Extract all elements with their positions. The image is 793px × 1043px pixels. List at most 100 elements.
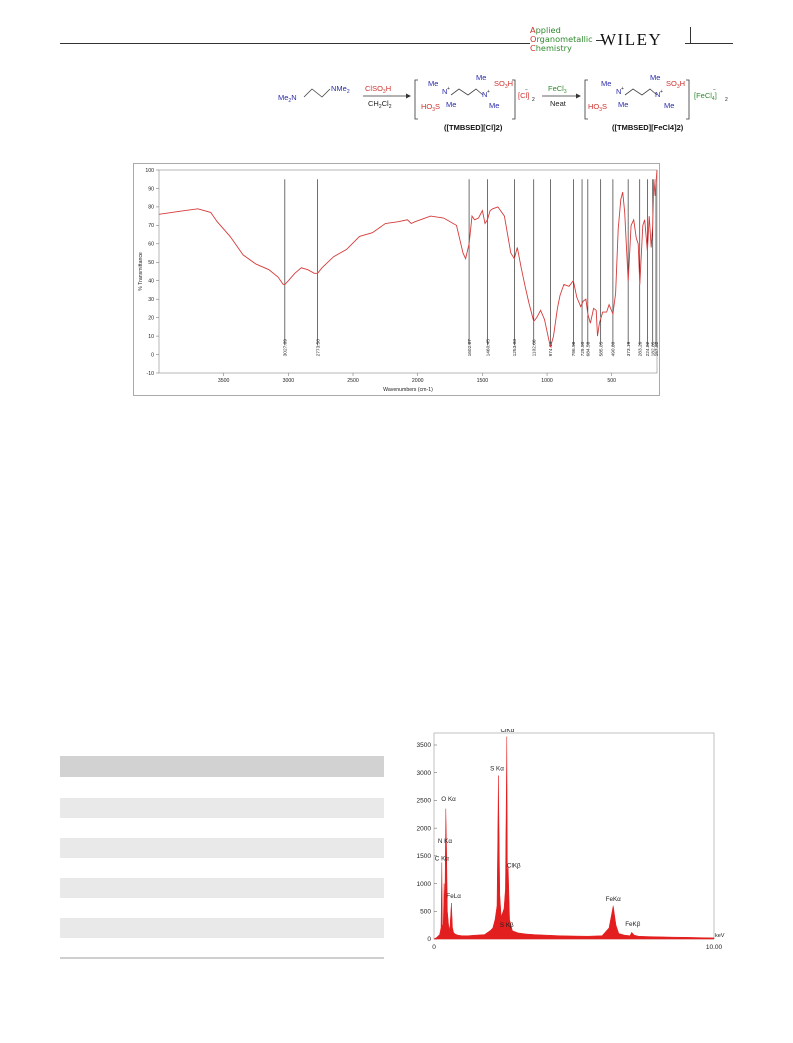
table-bottom-rule [60, 957, 384, 959]
product-structure: Me N + HO3S Me N + Me SO3H Me [FeCl4] − 2 … [584, 73, 728, 132]
ir-plot-area [158, 169, 658, 374]
ir-peak-label: 490.80 [611, 341, 617, 356]
ir-x-tick-label: 1000 [541, 378, 553, 384]
edx-spectrum-chart: 0 500 1000 1500 2000 2500 3000 3500 0 10.00 keV C K… [417, 727, 725, 951]
svg-text:Me: Me [601, 79, 611, 88]
ir-peak-label: 373.19 [626, 341, 632, 356]
svg-text:ClSO3H: ClSO3H [365, 84, 391, 95]
svg-text:HO3S: HO3S [421, 102, 440, 113]
ir-y-tick-label: 10 [148, 334, 154, 340]
ir-y-tick-label: 90 [148, 186, 154, 192]
table-header-row [60, 756, 384, 777]
table-row [60, 798, 384, 818]
svg-text:Me: Me [664, 101, 674, 110]
svg-text:+: + [447, 86, 450, 92]
svg-text:SO3H: SO3H [666, 79, 685, 90]
svg-text:Me: Me [650, 73, 660, 82]
svg-text:NMe2: NMe2 [331, 84, 350, 95]
ir-peak-label: 1102.66 [532, 339, 538, 356]
ir-x-tick-label: 1500 [477, 378, 489, 384]
intermediate-label: ([TMBSED][Cl]2) [444, 123, 503, 132]
ir-y-tick-label: 100 [145, 168, 154, 174]
ir-x-tick-label: 2500 [347, 378, 359, 384]
edx-x-axis-label: keV [715, 933, 725, 939]
svg-text:Me: Me [476, 73, 486, 82]
ir-peak-label: 2773.50 [315, 339, 321, 357]
publisher-dash [596, 40, 604, 41]
ir-y-tick-label: 40 [148, 279, 154, 285]
reactant-structure: Me2N NMe2 [278, 84, 350, 104]
ir-x-tick-label: 3500 [218, 378, 230, 384]
svg-text:N: N [442, 87, 447, 96]
svg-text:−: − [713, 87, 716, 93]
ir-x-tick-label: 3000 [283, 378, 295, 384]
ir-spectrum-figure: -10 0 10 20 30 40 50 60 70 80 90 100 3500 3000 2500 200… [133, 163, 660, 396]
svg-text:CH2Cl2: CH2Cl2 [368, 99, 392, 110]
edx-peak-label: FeKα [606, 896, 622, 903]
edx-y-tick-label: 3000 [417, 770, 432, 777]
ir-peak-label: 1602.87 [467, 339, 473, 357]
edx-peak-label: ClKα [500, 729, 514, 734]
edx-y-tick-label: 0 [427, 936, 431, 943]
ir-y-tick-label: 0 [151, 352, 154, 358]
edx-x-tick-label: 0 [432, 944, 436, 951]
edx-peak-label: ClKβ [507, 863, 521, 870]
ir-y-tick-label: 20 [148, 315, 154, 321]
journal-name: Applied Organometallic Chemistry [530, 25, 593, 53]
svg-text:Me: Me [446, 100, 456, 109]
ir-peak-label: 283.26 [638, 341, 644, 356]
edx-plot-area [433, 732, 715, 940]
svg-text:Neat: Neat [550, 99, 567, 108]
ir-peak-label: 585.05 [599, 341, 605, 356]
ir-peak-label: 1253.03 [512, 339, 518, 357]
svg-text:2: 2 [725, 97, 728, 103]
ir-peak-label: 157.82 [654, 341, 659, 356]
ir-peak-label: 729.50 [580, 341, 586, 356]
table-row [60, 918, 384, 938]
intermediate-structure: Me N + HO3S Me N + Me SO3H Me [Cl] 2 − ([TM… [414, 73, 535, 132]
ir-spectrum-line [158, 169, 658, 348]
edx-peak-label: S Kβ [500, 922, 514, 929]
ir-peak-label: 3027.09 [283, 339, 289, 357]
edx-peak-label: FeKβ [625, 921, 641, 928]
reaction-arrow-2: FeCl3 Neat [542, 84, 581, 108]
ir-y-tick-label: 50 [148, 260, 154, 266]
header-rule-right [685, 43, 733, 44]
ir-y-axis-label: % Transmittance [138, 252, 144, 291]
ir-y-tick-label: 60 [148, 242, 154, 248]
svg-text:N: N [655, 90, 660, 99]
header-tick [690, 27, 691, 44]
table-row [60, 878, 384, 898]
ir-x-tick-label: 500 [607, 378, 616, 384]
ir-peak-label: 224.82 [645, 341, 651, 356]
svg-text:FeCl3: FeCl3 [548, 84, 567, 95]
svg-text:HO3S: HO3S [588, 102, 607, 113]
svg-text:Me: Me [428, 79, 438, 88]
edx-x-tick-label: 10.00 [706, 944, 723, 951]
svg-text:N: N [482, 90, 487, 99]
svg-text:+: + [487, 89, 490, 95]
edx-spectrum-area [433, 736, 715, 940]
edx-y-tick-label: 1500 [417, 853, 432, 860]
edx-y-tick-label: 2500 [417, 798, 432, 805]
product-label: ([TMBSED][FeCl4]2) [612, 123, 684, 132]
svg-text:+: + [621, 86, 624, 92]
publisher-logo: WILEY [600, 30, 663, 49]
header-rule [60, 43, 530, 44]
edx-peak-label: S Kα [490, 766, 504, 773]
svg-text:−: − [525, 87, 528, 93]
ir-peak-label: 974.14 [548, 341, 554, 356]
svg-text:SO3H: SO3H [494, 79, 513, 90]
reaction-arrow-1: ClSO3H CH2Cl2 [363, 84, 411, 110]
svg-text:2: 2 [532, 97, 535, 103]
edx-peak-label: N Kα [438, 838, 452, 845]
svg-text:Me: Me [489, 101, 499, 110]
edx-peak-label: FeLα [446, 893, 461, 900]
ir-y-tick-label: 80 [148, 205, 154, 211]
edx-spectrum-figure: 0 500 1000 1500 2000 2500 3000 3500 0 10.00 keV C K… [408, 727, 730, 958]
table-row [60, 838, 384, 858]
svg-text:[FeCl4]: [FeCl4] [694, 91, 717, 102]
svg-text:+: + [660, 89, 663, 95]
ir-peak-label: 182.85 [651, 341, 657, 356]
svg-text:[Cl]: [Cl] [518, 91, 529, 100]
